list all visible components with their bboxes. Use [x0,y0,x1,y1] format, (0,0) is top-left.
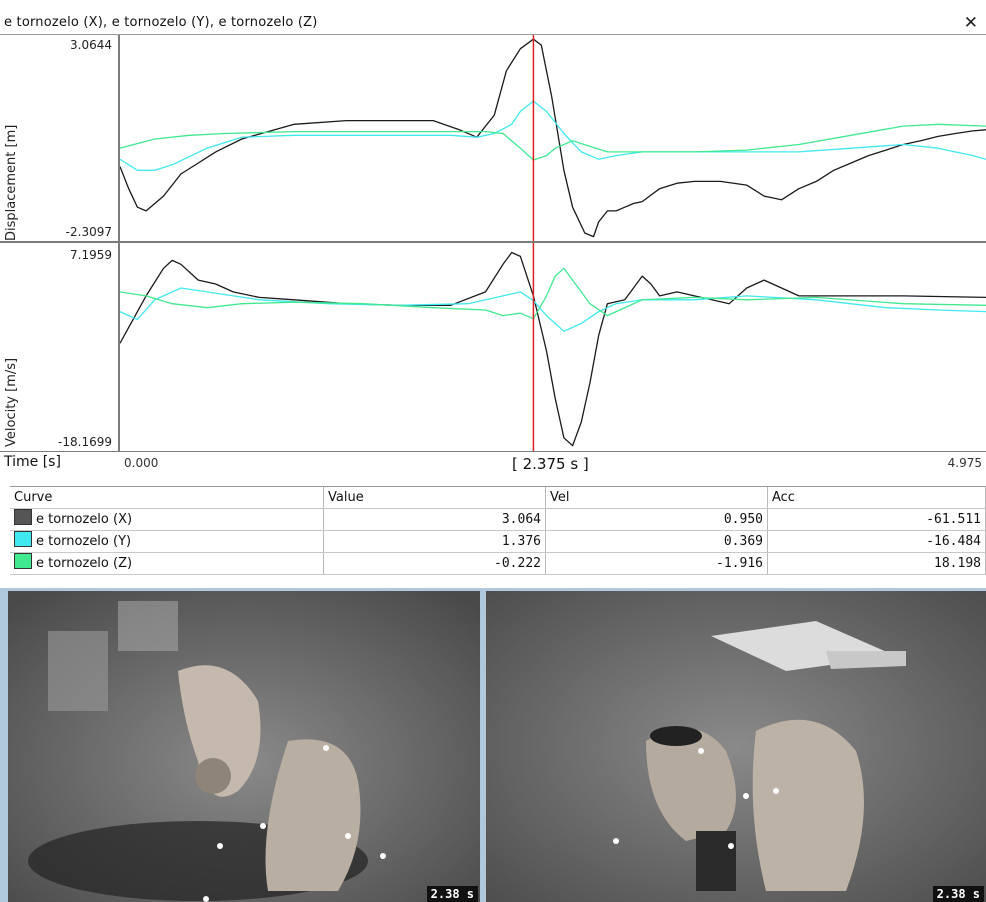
camera-left-frame [8,591,480,902]
vel-ymax-label: 7.1959 [70,248,112,262]
table-row[interactable]: e tornozelo (Z) -0.222 -1.916 18.198 [10,553,986,575]
curve-name-cell: e tornozelo (X) [10,509,324,530]
camera-right-view[interactable]: 2.38 s [486,591,986,902]
video-area: 2.38 s 2.38 s [0,588,986,902]
plot-area: 3.0644 -2.3097 Displacement [m] 7.1959 -… [0,35,986,484]
col-header-vel[interactable]: Vel [546,487,768,508]
vel-cell: 0.950 [546,509,768,530]
color-swatch-y [14,531,32,547]
time-start-label: 0.000 [124,456,159,470]
displacement-plot[interactable] [120,35,986,241]
displacement-chart-svg [120,35,986,241]
series-line-z-chart0 [120,123,986,161]
curve-name: e tornozelo (Y) [36,534,132,549]
vel-ymin-label: -18.1699 [58,435,112,449]
acc-cell: 18.198 [768,553,986,574]
time-axis-label: Time [s] [4,454,61,470]
series-line-z-chart1 [120,267,986,320]
series-line-x-chart0 [120,38,986,238]
col-header-curve[interactable]: Curve [10,487,324,508]
value-cell: -0.222 [324,553,546,574]
disp-ymax-label: 3.0644 [70,38,112,52]
value-cell: 3.064 [324,509,546,530]
series-line-x-chart1 [120,251,986,447]
time-axis-row: Time [s] 0.000 [ 2.375 s ] 4.975 [0,452,986,484]
vel-cell: 0.369 [546,531,768,552]
velocity-chart-svg [120,243,986,451]
video-timestamp: 2.38 s [932,886,984,902]
col-header-acc[interactable]: Acc [768,487,986,508]
window-titlebar: e tornozelo (X), e tornozelo (Y), e torn… [0,12,986,35]
camera-right-frame [486,591,986,902]
series-line-y-chart1 [120,287,986,332]
time-end-label: 4.975 [947,456,982,470]
video-timestamp: 2.38 s [426,886,478,902]
curve-name-cell: e tornozelo (Z) [10,553,324,574]
color-swatch-z [14,553,32,569]
series-line-y-chart0 [120,100,986,171]
curve-values-table: Curve Value Vel Acc e tornozelo (X) 3.06… [10,486,986,583]
disp-axis-label: Displacement [m] [4,124,19,241]
table-row[interactable]: e tornozelo (X) 3.064 0.950 -61.511 [10,509,986,531]
curve-name: e tornozelo (X) [36,512,133,527]
acc-cell: -61.511 [768,509,986,530]
table-row[interactable]: e tornozelo (Y) 1.376 0.369 -16.484 [10,531,986,553]
time-cursor-readout: [ 2.375 s ] [512,455,589,473]
vel-cell: -1.916 [546,553,768,574]
curve-name-cell: e tornozelo (Y) [10,531,324,552]
col-header-value[interactable]: Value [324,487,546,508]
panel-divider [0,241,986,243]
y-axis-column: 3.0644 -2.3097 Displacement [m] 7.1959 -… [0,35,120,484]
acc-cell: -16.484 [768,531,986,552]
curve-name: e tornozelo (Z) [36,556,133,571]
value-cell: 1.376 [324,531,546,552]
camera-left-view[interactable]: 2.38 s [8,591,480,902]
velocity-plot[interactable] [120,243,986,451]
table-header: Curve Value Vel Acc [10,487,986,509]
window-title: e tornozelo (X), e tornozelo (Y), e torn… [4,15,318,30]
close-icon[interactable]: ✕ [963,13,978,33]
vel-axis-label: Velocity [m/s] [4,357,19,447]
color-swatch-x [14,509,32,525]
disp-ymin-label: -2.3097 [65,225,112,239]
